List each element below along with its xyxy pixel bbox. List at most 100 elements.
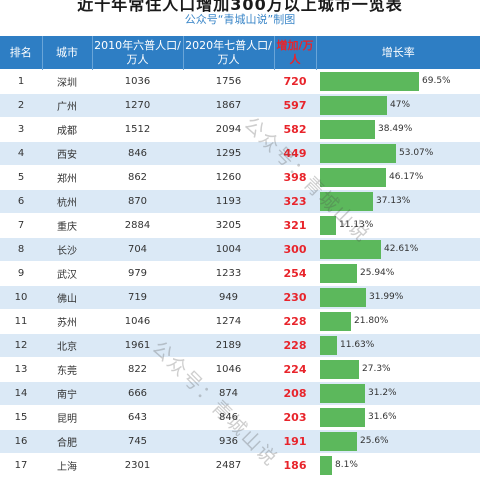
cell-rate: 11.63% [316,333,480,358]
cell-rate: 25.6% [316,429,480,454]
cell-increase: 321 [274,213,316,238]
cell-rate: 69.5% [316,69,480,94]
cell-rank: 1 [0,69,42,94]
cell-increase: 398 [274,165,316,190]
cell-increase: 582 [274,117,316,142]
table-row: 1 深圳 1036 1756 720 69.5% [0,69,480,94]
cell-pop2010: 862 [92,165,183,190]
rate-bar [320,72,419,91]
cell-pop2020: 1867 [183,93,274,118]
cell-pop2020: 1260 [183,165,274,190]
cell-pop2010: 1270 [92,93,183,118]
rate-label: 47% [390,100,411,110]
cell-rank: 6 [0,189,42,214]
rate-bar [320,456,332,475]
cell-rank: 4 [0,141,42,166]
cell-city: 南宁 [42,381,92,406]
cell-rate: 46.17% [316,165,480,190]
table-row: 15 昆明 643 846 203 31.6% [0,405,480,430]
table-row: 10 佛山 719 949 230 31.99% [0,285,480,310]
cell-city: 合肥 [42,429,92,454]
cell-pop2020: 1295 [183,141,274,166]
column-header-city: 城市 [42,36,93,70]
cell-city: 上海 [42,453,92,477]
rate-bar [320,192,373,211]
cell-pop2010: 1961 [92,333,183,358]
page-subtitle: 公众号“青城山说”制图 [184,13,296,26]
cell-pop2010: 979 [92,261,183,286]
column-header-rank: 排名 [0,36,43,70]
rate-bar [320,264,357,283]
cell-city: 郑州 [42,165,92,190]
cell-city: 深圳 [42,69,92,94]
cell-city: 佛山 [42,285,92,310]
cell-rank: 8 [0,237,42,262]
cell-increase: 720 [274,69,316,94]
cell-pop2010: 745 [92,429,183,454]
rate-bar [320,384,365,403]
cell-city: 北京 [42,333,92,358]
rate-label: 69.5% [422,76,451,86]
cell-pop2010: 666 [92,381,183,406]
rate-bar [320,360,359,379]
cell-rate: 21.80% [316,309,480,334]
cell-pop2020: 1274 [183,309,274,334]
rate-label: 37.13% [376,196,411,206]
cell-increase: 449 [274,141,316,166]
cell-rank: 14 [0,381,42,406]
cell-rank: 15 [0,405,42,430]
column-header-increase: 增加/万人 [274,36,317,70]
rate-label: 25.94% [360,268,395,278]
page-title: 近十年常住人口增加300万以上城市一览表 [77,0,403,14]
cell-rate: 31.6% [316,405,480,430]
cell-rate: 42.61% [316,237,480,262]
rate-bar [320,336,337,355]
cell-city: 广州 [42,93,92,118]
cell-pop2010: 704 [92,237,183,262]
cell-pop2020: 2189 [183,333,274,358]
rate-bar [320,312,351,331]
cell-pop2010: 2301 [92,453,183,477]
cell-increase: 323 [274,189,316,214]
cell-pop2020: 1193 [183,189,274,214]
rate-label: 11.13% [339,220,374,230]
rate-bar [320,120,375,139]
cell-rank: 17 [0,453,42,477]
cell-city: 长沙 [42,237,92,262]
cell-pop2020: 2487 [183,453,274,477]
column-header-pop2020: 2020年七普人口/万人 [183,36,275,70]
population-table: 排名 城市 2010年六普人口/万人 2020年七普人口/万人 增加/万人 增长… [0,36,480,477]
table-row: 14 南宁 666 874 208 31.2% [0,381,480,406]
cell-increase: 191 [274,429,316,454]
rate-label: 8.1% [335,460,358,470]
cell-increase: 208 [274,381,316,406]
rate-bar [320,288,366,307]
cell-rate: 47% [316,93,480,118]
rate-bar [320,432,357,451]
cell-pop2020: 1233 [183,261,274,286]
cell-rank: 16 [0,429,42,454]
cell-city: 杭州 [42,189,92,214]
cell-pop2020: 846 [183,405,274,430]
cell-pop2020: 874 [183,381,274,406]
cell-pop2020: 1004 [183,237,274,262]
cell-pop2010: 2884 [92,213,183,238]
cell-increase: 203 [274,405,316,430]
table-row: 11 苏州 1046 1274 228 21.80% [0,309,480,334]
cell-pop2010: 643 [92,405,183,430]
table-row: 16 合肥 745 936 191 25.6% [0,429,480,454]
table-row: 9 武汉 979 1233 254 25.94% [0,261,480,286]
cell-pop2010: 1036 [92,69,183,94]
cell-rank: 5 [0,165,42,190]
cell-rate: 25.94% [316,261,480,286]
rate-label: 25.6% [360,436,389,446]
table-row: 3 成都 1512 2094 582 38.49% [0,117,480,142]
cell-city: 成都 [42,117,92,142]
table-row: 6 杭州 870 1193 323 37.13% [0,189,480,214]
column-header-rate: 增长率 [316,36,480,70]
rate-label: 42.61% [384,244,419,254]
rate-bar [320,168,386,187]
cell-city: 武汉 [42,261,92,286]
cell-rate: 31.2% [316,381,480,406]
rate-bar [320,96,387,115]
